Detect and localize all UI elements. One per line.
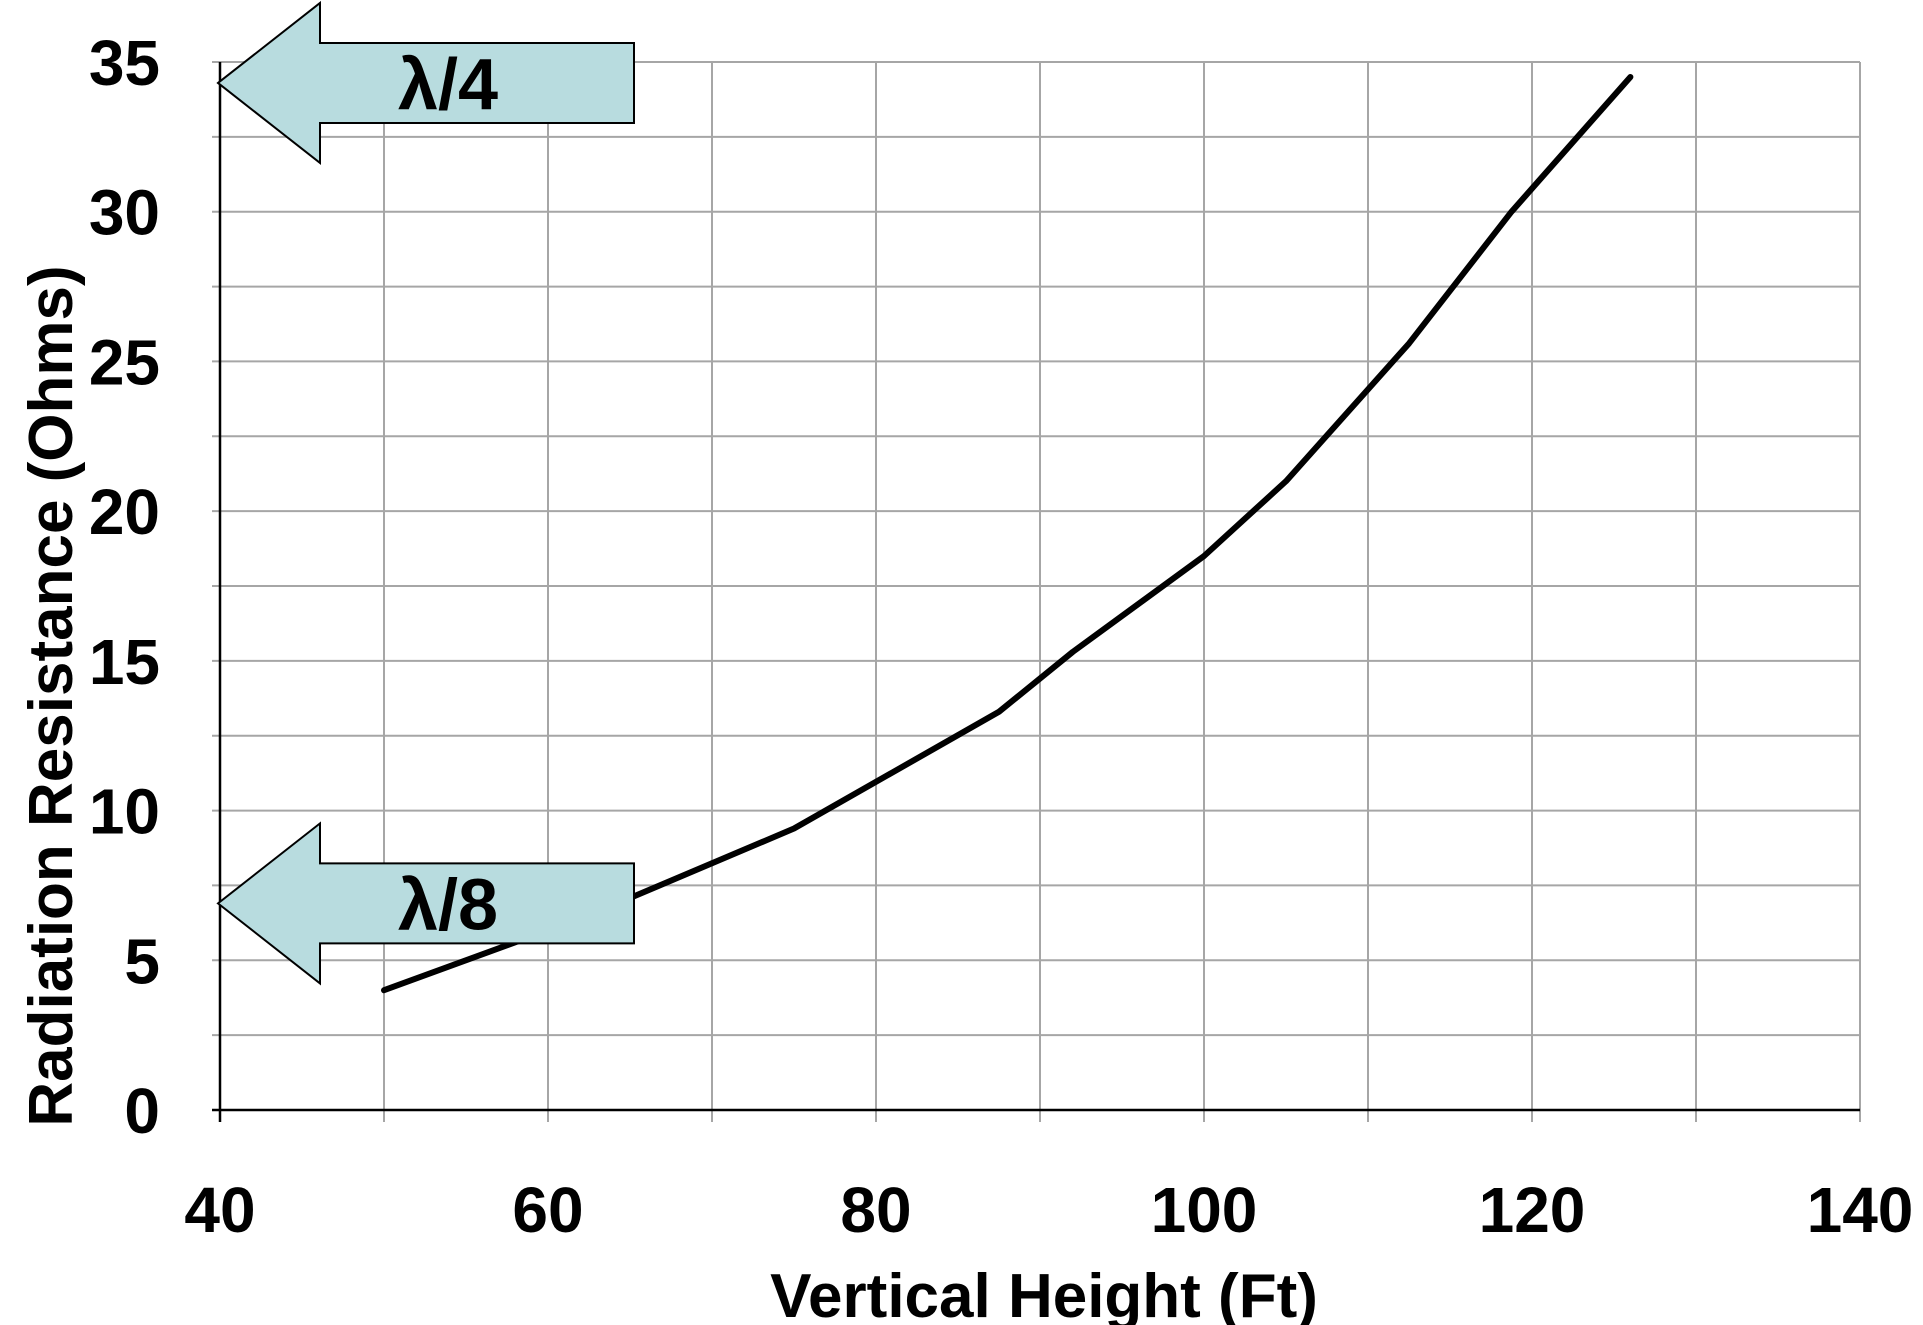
- callout-arrow: λ/8: [216, 821, 635, 986]
- series-line: [381, 73, 1634, 994]
- series-layer: [381, 73, 1634, 994]
- x-tick-label: 100: [1151, 1174, 1258, 1246]
- callouts: λ/4 λ/8: [216, 0, 635, 986]
- tick-labels: 40 60 80 100 120 140 0 5 10 15 20 25 30 35: [89, 27, 1914, 1246]
- x-tick-label: 60: [512, 1174, 583, 1246]
- y-tick-label: 10: [89, 776, 160, 848]
- x-tick-label: 120: [1479, 1174, 1586, 1246]
- axes: [212, 62, 1860, 1122]
- x-tick-label: 80: [840, 1174, 911, 1246]
- callout-label: λ/4: [398, 45, 498, 125]
- y-tick-label: 25: [89, 326, 160, 398]
- callout-arrow: λ/4: [216, 0, 635, 166]
- y-tick-label: 15: [89, 626, 160, 698]
- y-tick-label: 30: [89, 177, 160, 249]
- y-tick-label: 5: [124, 925, 160, 997]
- arrow-shape: [216, 821, 635, 986]
- x-axis-title: Vertical Height (Ft): [770, 1262, 1318, 1325]
- y-tick-label: 20: [89, 476, 160, 548]
- y-tick-label: 0: [124, 1075, 160, 1147]
- x-tick-label: 40: [184, 1174, 255, 1246]
- y-tick-label: 35: [89, 27, 160, 99]
- x-tick-label: 140: [1807, 1174, 1914, 1246]
- arrow-shape: [216, 0, 635, 166]
- y-axis-title: Radiation Resistance (Ohms): [17, 265, 86, 1126]
- callout-label: λ/8: [398, 865, 498, 945]
